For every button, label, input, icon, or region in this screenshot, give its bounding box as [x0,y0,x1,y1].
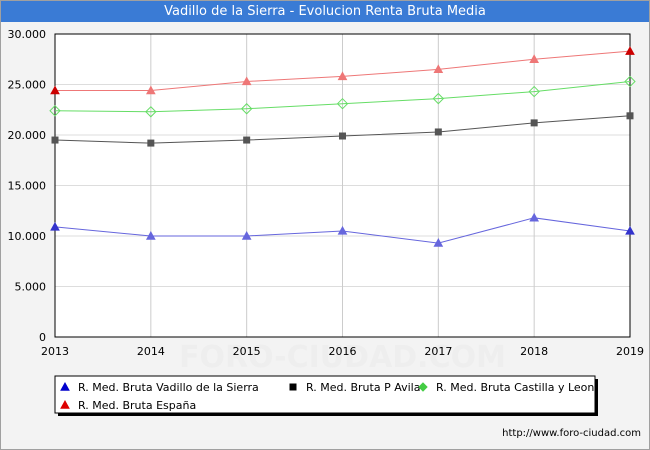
data-point [529,212,540,222]
legend-marker [60,381,70,391]
x-tick-label: 2018 [520,345,548,358]
footer-url[interactable]: http://www.foro-ciudad.com [502,428,641,439]
legend-label: R. Med. Bruta Castilla y Leon [436,381,594,394]
data-point [243,136,251,144]
data-point [50,85,60,95]
watermark: FORO-CIUDAD.COM [179,340,506,375]
data-point [145,85,156,95]
legend-label: R. Med. Bruta Vadillo de la Sierra [78,381,259,394]
legend-box [54,375,596,414]
data-point [433,238,444,247]
legend-label: R. Med. Bruta España [78,399,196,412]
data-point [49,105,61,117]
data-point [336,97,349,110]
y-tick-label: 30.000 [8,28,47,41]
data-point [337,225,348,235]
x-tick-label: 2015 [233,345,261,358]
data-point [624,75,636,88]
data-point [241,230,252,240]
legend-marker [289,383,297,391]
y-tick-label: 15.000 [8,180,47,193]
data-point [529,54,540,63]
data-point [434,128,442,136]
legend-marker [418,382,428,392]
data-point [433,64,444,74]
data-point [240,103,253,115]
data-point [626,112,634,120]
data-point [145,106,157,118]
data-point [625,46,635,55]
x-tick-label: 2017 [424,345,452,358]
chart-title: Vadillo de la Sierra - Evolucion Renta B… [1,1,649,22]
x-tick-label: 2014 [137,345,165,358]
x-tick-label: 2019 [616,345,644,358]
y-tick-label: 0 [39,331,46,344]
x-tick-label: 2016 [329,345,357,358]
x-tick-label: 2013 [41,345,69,358]
data-point [530,119,538,127]
data-point [51,136,59,144]
data-point [432,92,445,105]
y-tick-label: 25.000 [8,79,47,92]
data-point [147,139,155,147]
data-point [241,76,252,86]
y-tick-label: 10.000 [8,230,47,243]
data-point [528,85,540,98]
series-line-2 [54,80,631,113]
data-point [50,221,60,231]
y-tick-label: 20.000 [8,129,47,142]
data-point [339,132,346,140]
data-point [337,71,348,81]
legend-label: R. Med. Bruta P Avila [306,381,420,394]
y-tick-label: 5.000 [15,281,47,294]
data-point [145,230,156,240]
data-point [625,225,635,235]
legend-marker [60,399,70,409]
plot-border [54,33,631,338]
